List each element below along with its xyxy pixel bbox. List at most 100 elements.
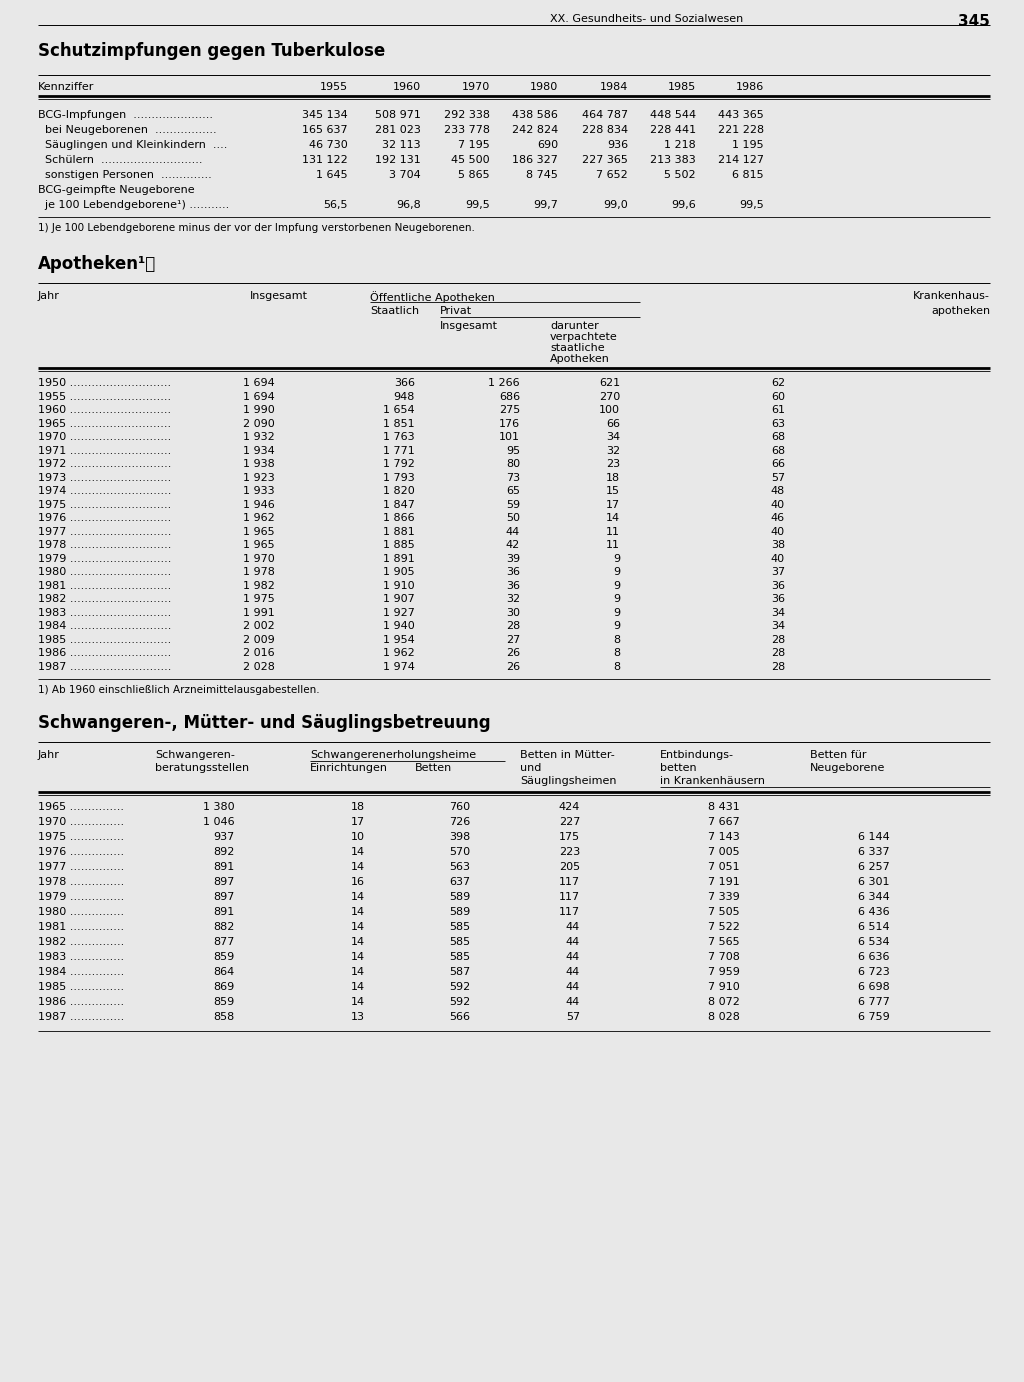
Text: 398: 398 <box>449 832 470 842</box>
Text: 28: 28 <box>506 621 520 632</box>
Text: 40: 40 <box>771 554 785 564</box>
Text: 1 965: 1 965 <box>244 540 275 550</box>
Text: 34: 34 <box>771 608 785 618</box>
Text: 1987 ............................: 1987 ............................ <box>38 662 171 672</box>
Text: 28: 28 <box>771 648 785 658</box>
Text: 14: 14 <box>351 937 365 947</box>
Text: 7 522: 7 522 <box>709 922 740 931</box>
Text: 192 131: 192 131 <box>375 155 421 164</box>
Text: 1984 ...............: 1984 ............... <box>38 967 124 977</box>
Text: 1986 ............................: 1986 ............................ <box>38 648 171 658</box>
Text: 1 218: 1 218 <box>665 140 696 151</box>
Text: 32: 32 <box>506 594 520 604</box>
Text: 7 652: 7 652 <box>596 170 628 180</box>
Text: 1976 ............................: 1976 ............................ <box>38 513 171 522</box>
Text: 9: 9 <box>613 621 620 632</box>
Text: 1973 ............................: 1973 ............................ <box>38 473 171 482</box>
Text: 637: 637 <box>449 878 470 887</box>
Text: 1983 ............................: 1983 ............................ <box>38 608 171 618</box>
Text: 6 815: 6 815 <box>732 170 764 180</box>
Text: 8: 8 <box>613 662 620 672</box>
Text: 39: 39 <box>506 554 520 564</box>
Text: Kennziffer: Kennziffer <box>38 82 94 93</box>
Text: 1 654: 1 654 <box>383 405 415 415</box>
Text: 1 923: 1 923 <box>244 473 275 482</box>
Text: 1982 ............................: 1982 ............................ <box>38 594 171 604</box>
Text: 27: 27 <box>506 634 520 644</box>
Text: 186 327: 186 327 <box>512 155 558 164</box>
Text: 228 834: 228 834 <box>582 124 628 135</box>
Text: 1970: 1970 <box>462 82 490 93</box>
Text: 2 016: 2 016 <box>244 648 275 658</box>
Text: 96,8: 96,8 <box>396 200 421 210</box>
Text: 1 940: 1 940 <box>383 621 415 632</box>
Text: 948: 948 <box>393 391 415 402</box>
Text: 9: 9 <box>613 554 620 564</box>
Text: 1 771: 1 771 <box>383 445 415 456</box>
Text: 44: 44 <box>565 937 580 947</box>
Text: 6 436: 6 436 <box>858 907 890 918</box>
Text: 292 338: 292 338 <box>444 111 490 120</box>
Text: 1982 ...............: 1982 ............... <box>38 937 124 947</box>
Text: 1 962: 1 962 <box>383 648 415 658</box>
Text: 1 991: 1 991 <box>244 608 275 618</box>
Text: Betten in Mütter-: Betten in Mütter- <box>520 750 614 760</box>
Text: 1 907: 1 907 <box>383 594 415 604</box>
Text: 589: 589 <box>449 907 470 918</box>
Text: 1 982: 1 982 <box>243 580 275 590</box>
Text: 1978 ...............: 1978 ............... <box>38 878 124 887</box>
Text: 864: 864 <box>214 967 234 977</box>
Text: 424: 424 <box>559 802 580 813</box>
Text: 2 090: 2 090 <box>244 419 275 428</box>
Text: 6 777: 6 777 <box>858 996 890 1007</box>
Text: 1 793: 1 793 <box>383 473 415 482</box>
Text: 690: 690 <box>537 140 558 151</box>
Text: 44: 44 <box>565 996 580 1007</box>
Text: 585: 585 <box>449 952 470 962</box>
Text: 165 637: 165 637 <box>302 124 348 135</box>
Text: 1 645: 1 645 <box>316 170 348 180</box>
Text: 1975 ............................: 1975 ............................ <box>38 499 171 510</box>
Text: 14: 14 <box>351 922 365 931</box>
Text: Schutzimpfungen gegen Tuberkulose: Schutzimpfungen gegen Tuberkulose <box>38 41 385 59</box>
Text: 57: 57 <box>566 1012 580 1023</box>
Text: 1975 ...............: 1975 ............... <box>38 832 124 842</box>
Text: 68: 68 <box>771 445 785 456</box>
Text: 1972 ............................: 1972 ............................ <box>38 459 171 468</box>
Text: 7 005: 7 005 <box>709 847 740 857</box>
Text: 9: 9 <box>613 608 620 618</box>
Text: Insgesamt: Insgesamt <box>440 321 498 332</box>
Text: 1 933: 1 933 <box>244 486 275 496</box>
Text: 7 339: 7 339 <box>709 891 740 902</box>
Text: 99,5: 99,5 <box>739 200 764 210</box>
Text: 131 122: 131 122 <box>302 155 348 164</box>
Text: 585: 585 <box>449 922 470 931</box>
Text: 1 954: 1 954 <box>383 634 415 644</box>
Text: 882: 882 <box>214 922 234 931</box>
Text: 99,7: 99,7 <box>534 200 558 210</box>
Text: 34: 34 <box>771 621 785 632</box>
Text: 205: 205 <box>559 862 580 872</box>
Text: 14: 14 <box>606 513 620 522</box>
Text: 14: 14 <box>351 862 365 872</box>
Text: 897: 897 <box>214 878 234 887</box>
Text: 897: 897 <box>214 891 234 902</box>
Text: 1980 ............................: 1980 ............................ <box>38 567 171 578</box>
Text: 1 932: 1 932 <box>244 433 275 442</box>
Text: 6 698: 6 698 <box>858 983 890 992</box>
Text: Betten für: Betten für <box>810 750 866 760</box>
Text: 1971 ............................: 1971 ............................ <box>38 445 171 456</box>
Text: 95: 95 <box>506 445 520 456</box>
Text: 563: 563 <box>449 862 470 872</box>
Text: 508 971: 508 971 <box>375 111 421 120</box>
Text: 3 704: 3 704 <box>389 170 421 180</box>
Text: 1978 ............................: 1978 ............................ <box>38 540 171 550</box>
Text: 221 228: 221 228 <box>718 124 764 135</box>
Text: 99,0: 99,0 <box>603 200 628 210</box>
Text: 5 502: 5 502 <box>665 170 696 180</box>
Text: 726: 726 <box>449 817 470 826</box>
Text: Schwangeren-: Schwangeren- <box>155 750 234 760</box>
Text: 34: 34 <box>606 433 620 442</box>
Text: 6 301: 6 301 <box>858 878 890 887</box>
Text: 7 667: 7 667 <box>709 817 740 826</box>
